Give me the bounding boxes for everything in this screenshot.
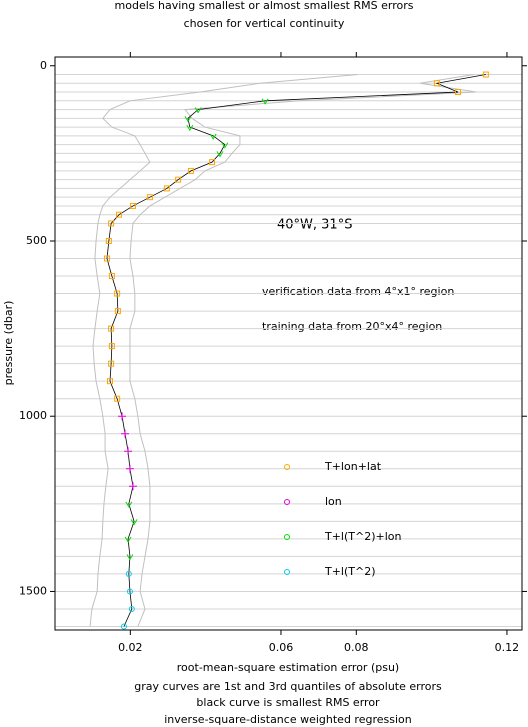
note: gray curves are 1st and 3rd quantiles of… <box>134 680 442 693</box>
marker <box>130 519 138 526</box>
marker <box>108 273 115 280</box>
marker <box>108 360 115 367</box>
marker <box>482 71 489 78</box>
legend-label: T+lon+lat <box>324 460 382 473</box>
legend-marker <box>284 499 290 505</box>
note: black curve is smallest RMS error <box>196 696 380 709</box>
marker <box>128 482 137 491</box>
marker <box>108 325 115 332</box>
marker <box>221 142 229 149</box>
annotation: training data from 20°x4° region <box>262 320 442 333</box>
marker <box>105 237 112 244</box>
marker <box>216 151 224 158</box>
marker <box>103 255 110 262</box>
marker <box>114 290 121 297</box>
marker <box>108 343 115 350</box>
marker <box>106 378 113 385</box>
marker <box>120 623 127 630</box>
y-tick-label: 500 <box>26 234 47 247</box>
marker <box>187 167 194 174</box>
x-tick-label: 0.12 <box>495 641 520 654</box>
marker <box>125 464 134 473</box>
x-tick-label: 0.08 <box>344 641 369 654</box>
marker <box>186 124 194 132</box>
x-axis-label: root-mean-square estimation error (psu) <box>177 661 399 674</box>
y-tick-label: 1000 <box>19 409 47 422</box>
marker <box>184 116 192 123</box>
marker <box>125 570 132 577</box>
marker <box>116 211 123 218</box>
marker <box>129 202 136 209</box>
marker <box>433 80 440 87</box>
marker <box>126 554 134 561</box>
marker <box>126 588 133 595</box>
marker <box>209 133 217 140</box>
plot-frame <box>54 56 523 631</box>
legend-marker <box>284 569 290 575</box>
marker <box>454 89 461 96</box>
marker <box>261 98 269 105</box>
marker <box>124 536 132 543</box>
y-tick-label: 0 <box>40 59 47 72</box>
chart-title: chosen for vertical continuity <box>184 17 345 30</box>
quantile-curve <box>129 74 477 627</box>
y-tick-label: 1500 <box>19 584 47 597</box>
legend-marker <box>284 464 290 470</box>
legend-label: lon <box>325 495 342 508</box>
legend-label: T+l(T^2) <box>324 565 376 578</box>
legend-label: T+l(T^2)+lon <box>324 530 402 543</box>
marker <box>118 412 127 421</box>
legend-marker <box>284 534 290 540</box>
marker <box>146 194 153 201</box>
x-tick-label: 0.06 <box>269 641 294 654</box>
annotation: verification data from 4°x1° region <box>262 285 454 298</box>
marker <box>175 176 182 183</box>
marker <box>128 605 135 612</box>
marker <box>114 395 121 402</box>
marker <box>121 429 130 438</box>
marker <box>163 185 170 192</box>
marker <box>125 501 133 508</box>
note: inverse-square-distance weighted regress… <box>164 713 412 726</box>
marker <box>124 447 133 456</box>
marker <box>209 159 216 166</box>
quantile-curve <box>89 74 358 627</box>
marker <box>194 107 202 114</box>
chart-title: models having smallest or almost smalles… <box>115 0 414 12</box>
x-tick-label: 0.02 <box>118 641 143 654</box>
best-curve <box>106 74 486 627</box>
y-axis-label: pressure (dbar) <box>2 301 15 386</box>
marker <box>108 220 115 227</box>
marker <box>114 308 121 315</box>
annotation: 40°W, 31°S <box>277 218 352 233</box>
